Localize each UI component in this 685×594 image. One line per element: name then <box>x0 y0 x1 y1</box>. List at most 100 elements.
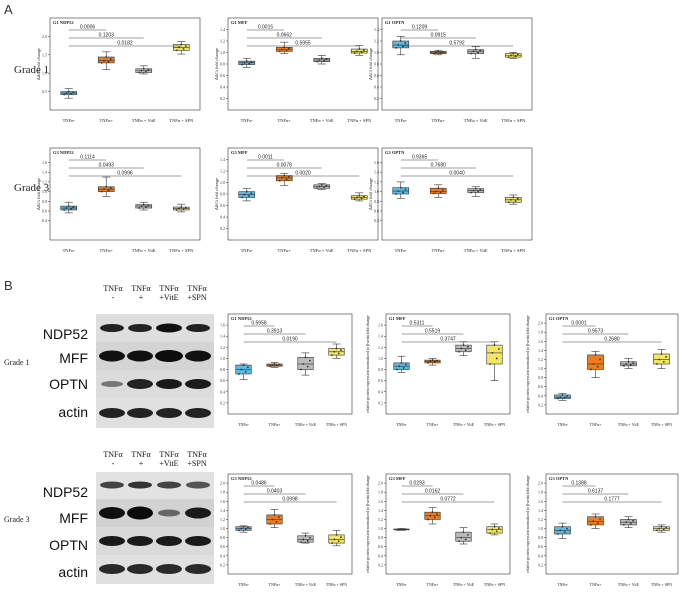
chart-title: G1 MFF <box>231 20 248 25</box>
data-point <box>281 177 283 179</box>
chart-a-g3-mff: G3 MFF ΔΔCt fold change 0.2 0.4 0.6 0.8 1.0 1.2… <box>214 147 379 253</box>
y-axis-label: ΔΔCt fold change <box>368 48 373 80</box>
data-point <box>242 364 245 367</box>
data-point <box>271 518 274 521</box>
data-point <box>594 354 597 356</box>
wb-header-grade1: TNFα - TNFα + TNFα +VitE TNFα +SPN <box>103 284 207 302</box>
wb-header-grade3: TNFα - TNFα + TNFα +VitE TNFα +SPN <box>103 450 207 468</box>
y-tick-label: 0.6 <box>538 544 543 549</box>
data-point <box>318 59 321 61</box>
y-tick-label: 0.2 <box>220 226 225 231</box>
category-label: TNFα+ <box>100 248 114 253</box>
data-point <box>306 539 309 542</box>
data-point <box>427 361 429 364</box>
data-point <box>405 363 407 366</box>
data-point <box>479 49 482 52</box>
data-point <box>247 366 249 369</box>
y-tick-label: 1.8 <box>378 490 383 495</box>
box <box>587 354 604 370</box>
y-tick-label: 0.6 <box>378 544 383 549</box>
data-point <box>337 540 340 543</box>
data-point <box>245 190 248 193</box>
data-point <box>323 59 325 62</box>
data-point <box>67 205 70 208</box>
data-point <box>467 345 469 348</box>
data-point <box>627 518 630 521</box>
y-tick-label: 0.8 <box>42 199 47 204</box>
data-point <box>498 527 500 529</box>
y-tick-label: 1.2 <box>220 345 225 350</box>
chart-a-g1-ndp52: G1 NDP52 ΔΔCt fold change 0.5 1.0 1.5 2.0 TNFα… <box>36 17 201 123</box>
p-value-label: 0.9365 <box>412 155 428 161</box>
p-value-label: 0.0190 <box>282 337 298 343</box>
data-point <box>107 189 110 192</box>
data-point <box>65 92 68 94</box>
y-tick-label: 0.2 <box>378 400 383 405</box>
y-tick-label: 0.8 <box>220 367 225 372</box>
category-label: TNFα + VitE <box>132 118 156 123</box>
data-point <box>273 514 276 516</box>
chart-title: G1 NDP52 <box>231 316 252 321</box>
data-point <box>495 530 498 533</box>
data-point <box>300 541 302 544</box>
data-point <box>437 50 440 53</box>
chart-a-g3-optn: G3 OPTN ΔΔCt fold change 0.4 0.6 0.8 1.0 1.2 1.… <box>368 147 533 253</box>
data-point <box>302 363 305 365</box>
chart-a-g1-optn: G1 OPTN ΔΔCt fold change 0.2 0.4 0.6 0.8 1.0 1.… <box>368 17 533 123</box>
data-point <box>145 70 147 73</box>
grade-label-a1: Grade 1 <box>14 64 50 76</box>
data-point <box>397 44 400 46</box>
data-point <box>180 206 183 208</box>
data-point <box>245 60 248 63</box>
y-tick-label: 1.0 <box>42 189 47 194</box>
wb3-label-actin: actin <box>58 564 88 580</box>
data-point <box>665 526 667 529</box>
y-tick-label: 1.0 <box>42 71 47 76</box>
y-tick-label: 0.8 <box>538 375 543 380</box>
y-tick-label: 0.4 <box>378 553 383 558</box>
category-label: TNFα+ <box>278 248 292 253</box>
y-tick-label: 0.2 <box>538 402 543 407</box>
y-tick-label: 1.4 <box>378 508 383 513</box>
category-label: TNFα + SPN <box>651 582 672 587</box>
data-point <box>250 192 253 195</box>
data-point <box>109 187 112 189</box>
data-point <box>107 60 110 63</box>
data-point <box>623 524 625 526</box>
category-label: TNFα- <box>238 582 250 587</box>
chart-title: G3 NDP52 <box>231 476 252 481</box>
data-point <box>563 396 566 399</box>
data-point <box>105 56 108 58</box>
y-tick-label: 1.8 <box>538 490 543 495</box>
data-point <box>491 528 494 531</box>
data-point <box>360 197 363 200</box>
grade-label-b1: Grade 1 <box>4 358 30 367</box>
category-label: TNFα- <box>557 582 569 587</box>
data-point <box>596 522 599 524</box>
y-tick-label: 2.0 <box>42 34 47 39</box>
wb3-label-optn: OPTN <box>49 537 88 553</box>
y-tick-label: 0.2 <box>220 562 225 567</box>
data-point <box>491 351 494 354</box>
category-label: TNFα + VitE <box>295 422 317 427</box>
p-value-label: 0.0015 <box>258 25 274 31</box>
p-value-label: 0.1114 <box>80 155 95 161</box>
data-point <box>432 52 435 55</box>
panel-label-a: A <box>4 2 13 17</box>
data-point <box>559 396 562 399</box>
data-point <box>599 358 601 361</box>
data-point <box>145 206 147 208</box>
data-point <box>507 56 510 58</box>
data-point <box>433 361 436 363</box>
category-label: TNFα + VitE <box>453 582 475 587</box>
data-point <box>309 359 311 362</box>
data-point <box>300 368 302 371</box>
category-label: TNFα- <box>241 248 254 253</box>
data-point <box>72 206 75 208</box>
data-point <box>493 344 496 347</box>
data-point <box>269 523 271 525</box>
y-tick-label: 0.2 <box>374 96 379 101</box>
plot-frame <box>227 473 353 575</box>
data-point <box>248 62 250 65</box>
y-tick-label: 1.4 <box>538 348 543 353</box>
